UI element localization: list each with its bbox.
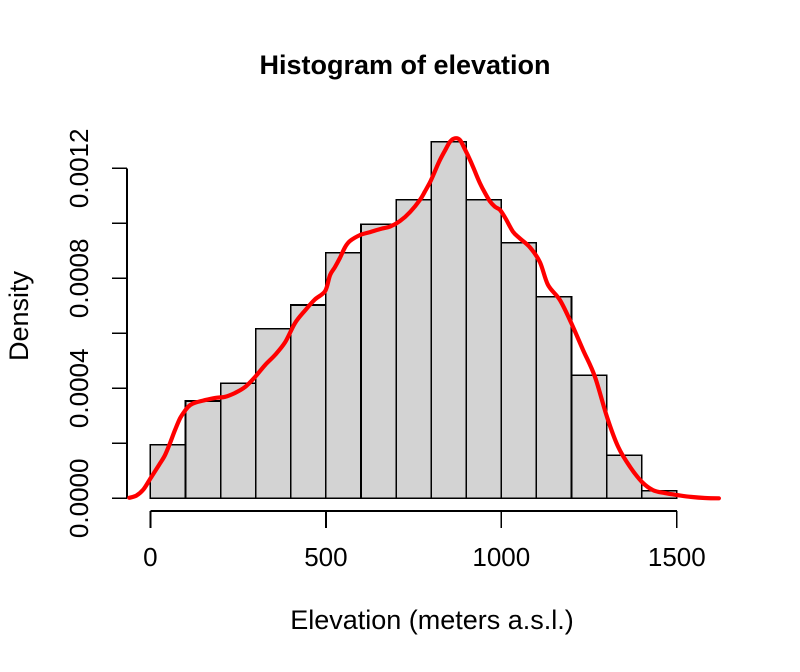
- histogram-bar: [535, 295, 573, 500]
- density-curve: [127, 136, 721, 501]
- x-tick-label: 500: [304, 542, 347, 572]
- y-tick-label: 0.0008: [64, 239, 94, 319]
- histogram-bar: [289, 304, 327, 500]
- y-tick-label: 0.0004: [64, 349, 94, 429]
- histogram-bar: [219, 382, 257, 500]
- histogram-bar: [500, 242, 538, 500]
- histogram-bar: [465, 199, 503, 500]
- histogram-bar: [395, 199, 433, 500]
- x-tick-label: 1000: [472, 542, 530, 572]
- x-axis-line: [149, 510, 678, 528]
- histogram-bar: [360, 223, 397, 500]
- histogram-bar: [184, 400, 222, 500]
- x-axis: 0 500 1000 1500: [143, 510, 706, 572]
- x-axis-label: Elevation (meters a.s.l.): [290, 605, 574, 635]
- x-tick-label: 1500: [648, 542, 706, 572]
- y-axis-line: [112, 167, 128, 500]
- histogram-bar: [430, 140, 468, 500]
- y-axis-label: Density: [4, 270, 34, 361]
- y-axis: 0.0000 0.0004 0.0008 0.0012: [64, 129, 128, 539]
- histogram-bar: [325, 251, 362, 500]
- x-tick-label: 0: [143, 542, 157, 572]
- y-tick-label: 0.0000: [64, 459, 94, 539]
- histogram-bars: [149, 140, 678, 500]
- y-tick-label: 0.0012: [64, 129, 94, 209]
- chart-title: Histogram of elevation: [259, 50, 550, 80]
